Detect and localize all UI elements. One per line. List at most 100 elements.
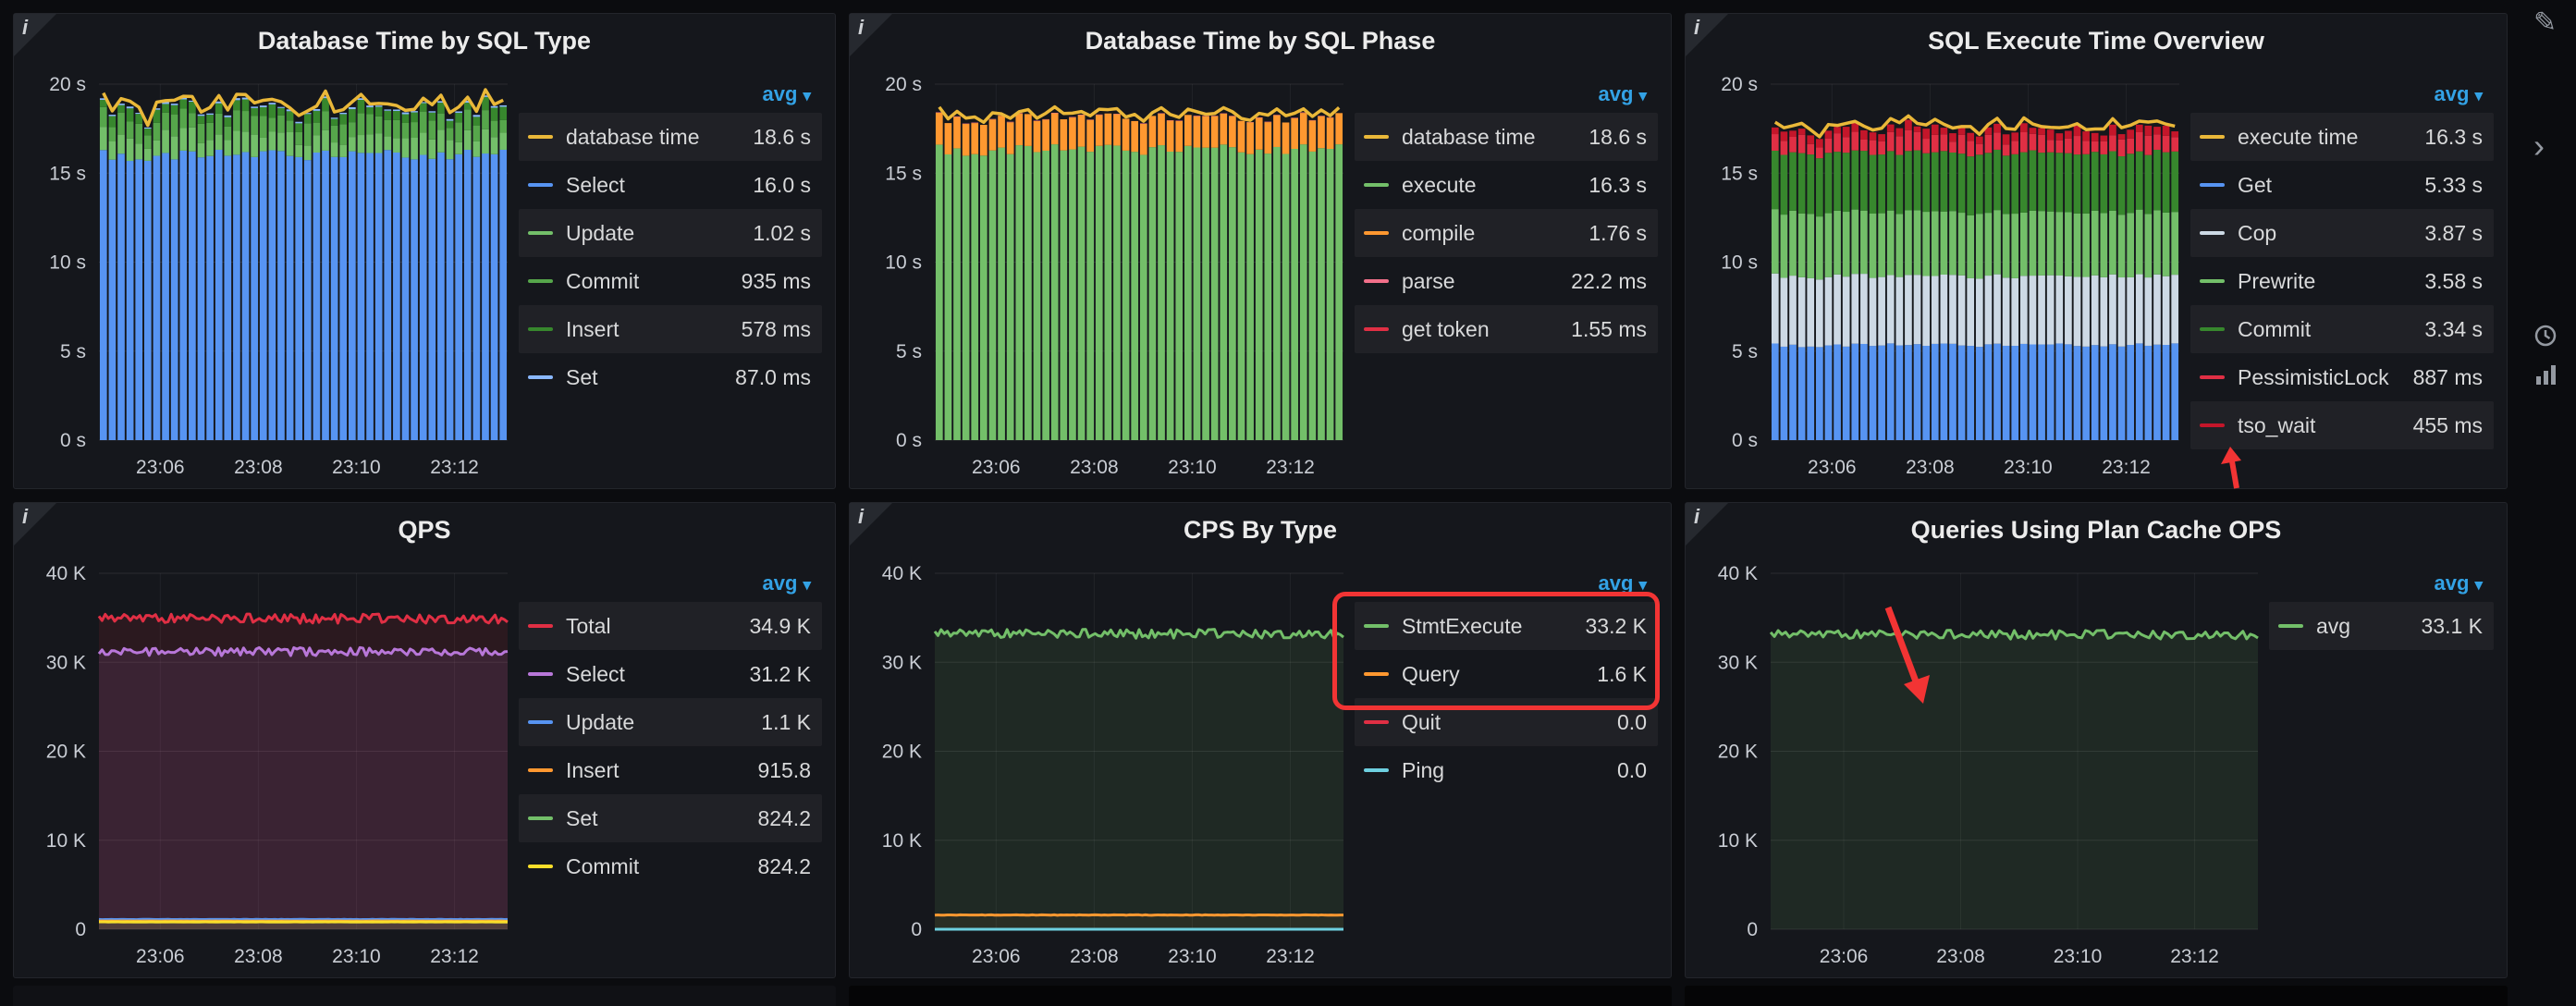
panel-title[interactable]: CPS By Type (1183, 516, 1338, 544)
series-color-dash (528, 183, 553, 187)
next-row-panel-partial (849, 986, 1672, 1006)
legend-item-tso-wait[interactable]: tso_wait 455 ms (2190, 401, 2494, 449)
svg-text:0 s: 0 s (60, 430, 86, 451)
clock-icon[interactable] (2533, 324, 2558, 354)
chevron-right-icon[interactable]: › (2533, 127, 2545, 165)
legend-item-database-time[interactable]: database time 18.6 s (1355, 113, 1658, 161)
series-color-dash (528, 720, 553, 724)
series-name: Select (566, 661, 625, 686)
series-value: 16.0 s (753, 172, 811, 197)
legend-item-get[interactable]: Get 5.33 s (2190, 161, 2494, 209)
legend-item-set[interactable]: Set 87.0 ms (519, 353, 822, 401)
series-color-dash (528, 865, 553, 868)
cps-by-type-chart[interactable]: 0 10 K 20 K 30 K 40 K 23:06 23:08 23:10 23:12 (855, 557, 1349, 972)
series-name: database time (1402, 124, 1536, 149)
panel-info-icon[interactable]: i (14, 14, 56, 56)
legend-item-pessimisticlock[interactable]: PessimisticLock 887 ms (2190, 353, 2494, 401)
series-color-dash (1364, 231, 1389, 235)
panel-queries-using-plan-cache-ops: i Queries Using Plan Cache OPS 0 10 K 20 K… (1685, 502, 2508, 978)
legend-item-cop[interactable]: Cop 3.87 s (2190, 209, 2494, 257)
series-value: 34.9 K (749, 613, 812, 638)
legend-avg-toggle[interactable]: avg ▾ (762, 82, 811, 105)
legend-avg-toggle[interactable]: avg ▾ (1598, 82, 1647, 105)
series-color-dash (2200, 135, 2225, 139)
panel-title[interactable]: Database Time by SQL Type (257, 27, 592, 55)
legend-item-ping[interactable]: Ping 0.0 (1355, 746, 1658, 794)
legend-avg-toggle[interactable]: avg ▾ (2434, 571, 2483, 595)
legend: avg ▾ execute time 16.3 s Get 5.33 s Cop 3.87 … (2185, 67, 2499, 483)
series-name: Get (2238, 172, 2273, 197)
series-name: Quit (1402, 709, 1441, 734)
series-value: 33.1 K (2421, 613, 2484, 638)
series-value: 1.6 K (1597, 661, 1647, 686)
svg-text:15 s: 15 s (885, 163, 922, 184)
series-color-dash (2278, 624, 2303, 628)
svg-text:10 s: 10 s (885, 252, 922, 274)
legend-item-avg[interactable]: avg 33.1 K (2269, 602, 2494, 650)
legend-item-quit[interactable]: Quit 0.0 (1355, 698, 1658, 746)
legend-item-parse[interactable]: parse 22.2 ms (1355, 257, 1658, 305)
series-color-dash (528, 375, 553, 379)
legend-item-stmtexecute[interactable]: StmtExecute 33.2 K (1355, 602, 1658, 650)
svg-text:15 s: 15 s (49, 163, 86, 184)
panel-info-icon[interactable]: i (850, 14, 892, 56)
database-time-by-sql-type-chart[interactable]: 0 s 5 s 10 s 15 s 20 s 23:06 23:08 23:10 23:12 (19, 67, 513, 483)
legend-item-commit[interactable]: Commit 824.2 (519, 842, 822, 890)
legend-item-get-token[interactable]: get token 1.55 ms (1355, 305, 1658, 353)
legend-avg-toggle[interactable]: avg ▾ (1598, 571, 1647, 595)
svg-text:30 K: 30 K (1718, 652, 1758, 673)
svg-text:10 K: 10 K (46, 830, 86, 852)
legend-item-commit[interactable]: Commit 935 ms (519, 257, 822, 305)
svg-text:0: 0 (1747, 919, 1758, 940)
series-name: Commit (2238, 316, 2312, 341)
legend-item-prewrite[interactable]: Prewrite 3.58 s (2190, 257, 2494, 305)
legend-item-compile[interactable]: compile 1.76 s (1355, 209, 1658, 257)
database-time-by-sql-phase-chart[interactable]: 0 s 5 s 10 s 15 s 20 s 23:06 23:08 23:10 23:12 (855, 67, 1349, 483)
series-name: Set (566, 364, 598, 389)
svg-text:30 K: 30 K (46, 652, 86, 673)
svg-text:23:12: 23:12 (430, 457, 479, 478)
svg-text:23:06: 23:06 (972, 946, 1021, 967)
chevron-down-icon: ▾ (1638, 87, 1647, 104)
bar-chart-icon[interactable] (2533, 362, 2558, 393)
series-color-dash (1364, 135, 1389, 139)
panel-info-icon[interactable]: i (1686, 14, 1728, 56)
series-value: 915.8 (757, 757, 811, 782)
svg-text:23:10: 23:10 (332, 457, 381, 478)
legend-item-update[interactable]: Update 1.02 s (519, 209, 822, 257)
legend-item-total[interactable]: Total 34.9 K (519, 602, 822, 650)
legend-item-commit[interactable]: Commit 3.34 s (2190, 305, 2494, 353)
pen-icon[interactable]: ✎ (2533, 7, 2558, 38)
svg-text:23:10: 23:10 (332, 946, 381, 967)
legend-item-select[interactable]: Select 31.2 K (519, 650, 822, 698)
legend-avg-toggle[interactable]: avg ▾ (2434, 82, 2483, 105)
series-name: Query (1402, 661, 1460, 686)
svg-text:30 K: 30 K (882, 652, 922, 673)
panel-sql-execute-time-overview: i SQL Execute Time Overview 0 s 5 s 10 s 15… (1685, 13, 2508, 489)
legend-item-update[interactable]: Update 1.1 K (519, 698, 822, 746)
plan-cache-ops-chart[interactable]: 0 10 K 20 K 30 K 40 K 23:06 23:08 23:10 23:12 (1691, 557, 2263, 972)
legend-item-execute-time[interactable]: execute time 16.3 s (2190, 113, 2494, 161)
legend-item-select[interactable]: Select 16.0 s (519, 161, 822, 209)
sql-execute-time-overview-chart[interactable]: 0 s 5 s 10 s 15 s 20 s 23:06 23:08 23:10 23:12 (1691, 67, 2185, 483)
panel-title[interactable]: QPS (398, 516, 451, 544)
legend-item-insert[interactable]: Insert 915.8 (519, 746, 822, 794)
legend-item-set[interactable]: Set 824.2 (519, 794, 822, 842)
svg-text:23:10: 23:10 (2004, 457, 2053, 478)
legend-item-database-time[interactable]: database time 18.6 s (519, 113, 822, 161)
svg-text:10 K: 10 K (882, 830, 922, 852)
panel-title[interactable]: Database Time by SQL Phase (1085, 27, 1436, 55)
legend-item-insert[interactable]: Insert 578 ms (519, 305, 822, 353)
panel-info-icon[interactable]: i (850, 503, 892, 546)
legend-item-execute[interactable]: execute 16.3 s (1355, 161, 1658, 209)
panel-title[interactable]: SQL Execute Time Overview (1928, 27, 2264, 55)
series-name: tso_wait (2238, 412, 2316, 437)
series-color-dash (528, 672, 553, 676)
panel-title[interactable]: Queries Using Plan Cache OPS (1910, 516, 2282, 544)
legend-avg-toggle[interactable]: avg ▾ (762, 571, 811, 595)
legend-item-query[interactable]: Query 1.6 K (1355, 650, 1658, 698)
panel-info-icon[interactable]: i (1686, 503, 1728, 546)
panel-info-icon[interactable]: i (14, 503, 56, 546)
qps-chart[interactable]: 0 10 K 20 K 30 K 40 K 23:06 23:08 23:10 23:12 (19, 557, 513, 972)
series-value: 0.0 (1617, 709, 1647, 734)
